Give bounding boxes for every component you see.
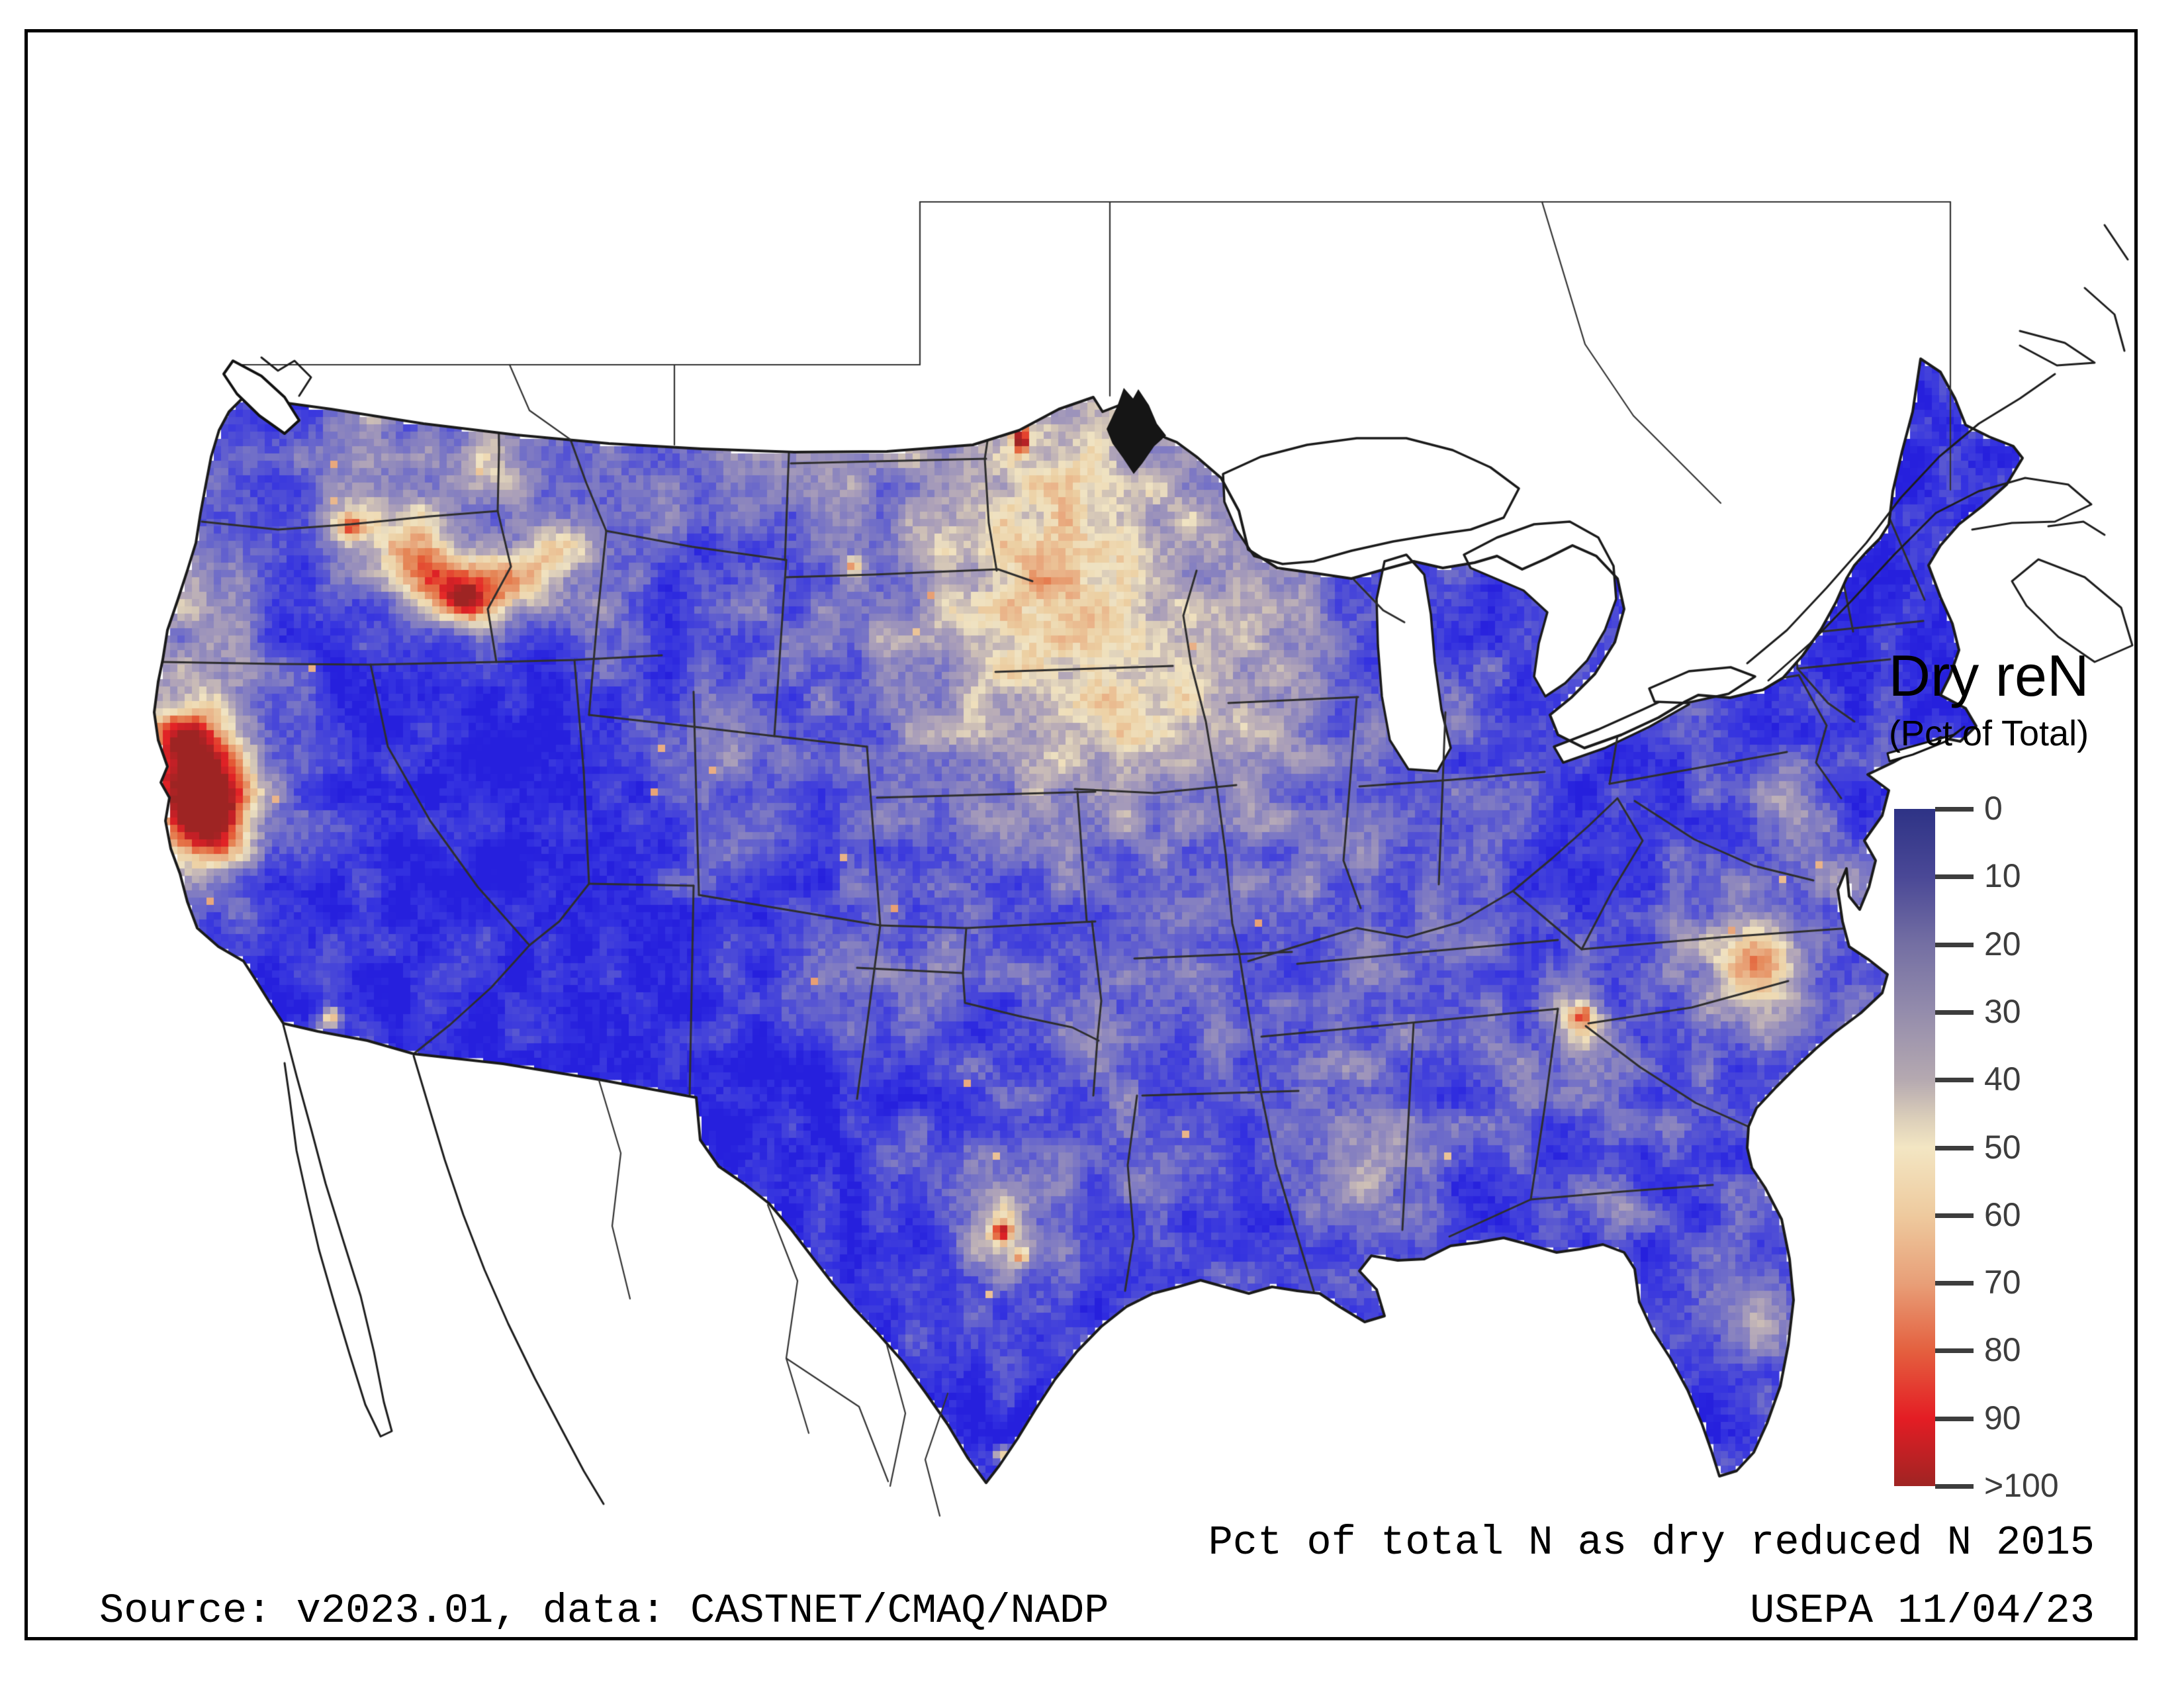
agency-date-caption: USEPA 11/04/23 [1750, 1587, 2095, 1634]
legend-subtitle: (Pct of Total) [1888, 714, 2089, 754]
source-caption: Source: v2023.01, data: CASTNET/CMAQ/NAD… [99, 1587, 1109, 1634]
legend-title: Dry reN [1888, 643, 2089, 708]
legend: Dry reN (Pct of Total) [1856, 645, 2121, 754]
legend-colorbar [1894, 809, 1935, 1486]
map-title-caption: Pct of total N as dry reduced N 2015 [1208, 1519, 2095, 1566]
